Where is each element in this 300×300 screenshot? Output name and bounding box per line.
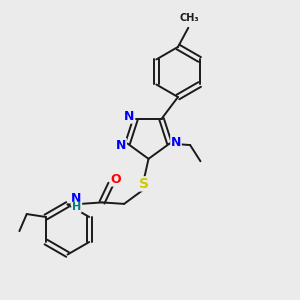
Text: H: H [72,202,81,212]
Text: CH₃: CH₃ [180,13,200,22]
Text: N: N [116,139,126,152]
Text: N: N [171,136,181,148]
Text: N: N [124,110,134,123]
Text: N: N [71,192,82,205]
Text: O: O [111,173,122,186]
Text: S: S [139,177,149,191]
